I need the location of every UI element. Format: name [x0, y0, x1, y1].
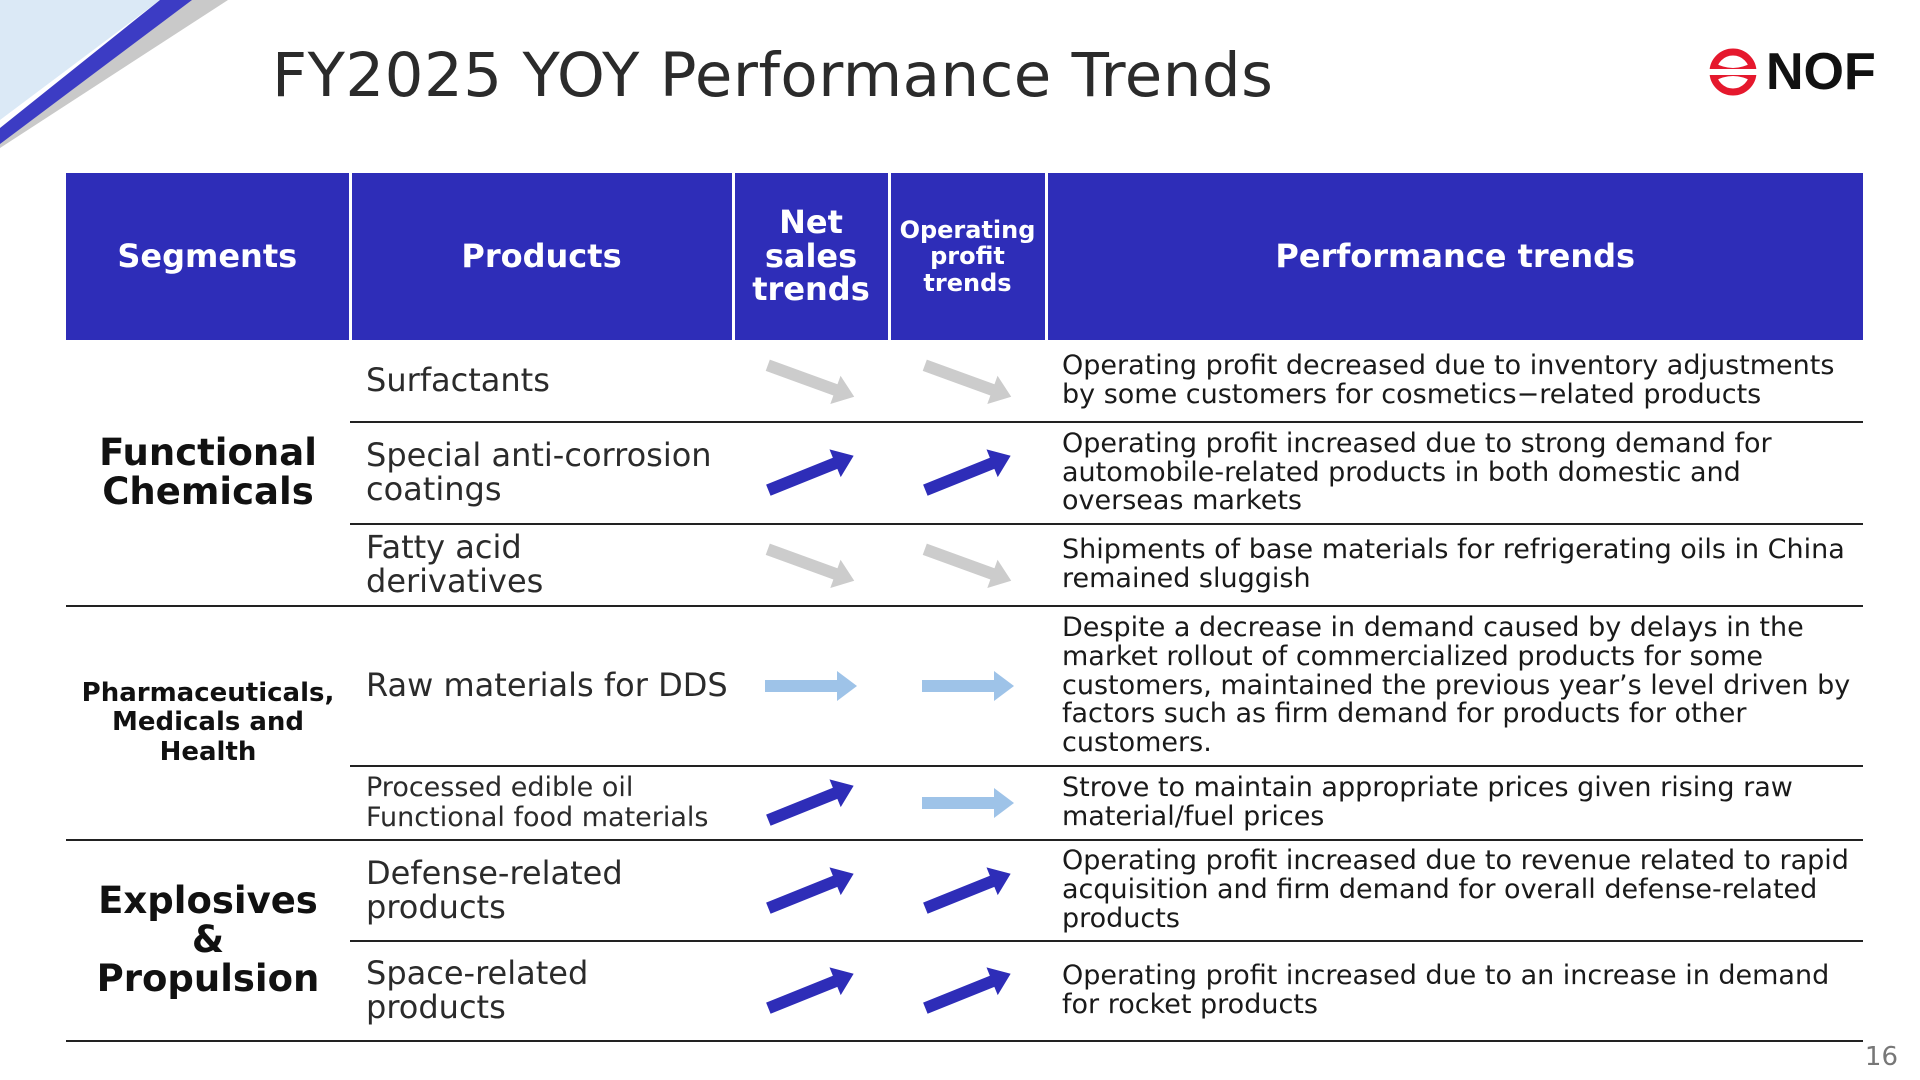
table-row: Fatty acid derivatives Shipments of base… — [66, 524, 1863, 607]
flat-arrow-icon — [921, 788, 1014, 818]
nof-logo-icon — [1708, 48, 1758, 96]
up-arrow-icon — [766, 449, 854, 496]
segment-functional-chemicals: Functional Chemicals — [66, 340, 350, 607]
performance-text: Operating profit decreased due to invent… — [1046, 340, 1863, 423]
performance-table: Segments Products Net sales trends Opera… — [66, 173, 1863, 1042]
up-arrow-icon — [922, 967, 1011, 1014]
up-arrow-icon — [766, 866, 854, 914]
page-number: 16 — [1864, 1042, 1898, 1072]
performance-text: Strove to maintain appropriate prices gi… — [1046, 766, 1863, 841]
product-cell: Surfactants — [350, 340, 733, 423]
product-cell: Defense-related products — [350, 840, 733, 942]
down-arrow-icon — [765, 359, 855, 404]
logo-text: NOF — [1766, 43, 1876, 101]
header-products: Products — [348, 173, 733, 340]
performance-text: Operating profit increased due to strong… — [1046, 422, 1863, 525]
product-cell: Fatty acid derivatives — [350, 524, 733, 607]
company-logo: NOF — [1708, 43, 1876, 101]
product-cell: Raw materials for DDS — [350, 606, 733, 767]
table-row: Space-related products Operating profit … — [66, 941, 1863, 1042]
operating-profit-trend — [889, 524, 1046, 607]
up-arrow-icon — [922, 449, 1011, 496]
flat-arrow-icon — [921, 671, 1014, 701]
up-arrow-icon — [922, 866, 1011, 914]
net-sales-trend — [733, 840, 889, 942]
table-row: Explosives & Propulsion Defense-related … — [66, 840, 1863, 1042]
performance-text: Shipments of base materials for refriger… — [1046, 524, 1863, 607]
table-row: Pharmaceuticals, Medicals and Health Raw… — [66, 606, 1863, 841]
corner-decoration — [0, 0, 228, 148]
operating-profit-trend — [889, 766, 1046, 841]
net-sales-trend — [733, 340, 889, 423]
page-title: FY2025 YOY Performance Trends — [272, 40, 1274, 111]
table-row: Processed edible oil Functional food mat… — [66, 766, 1863, 841]
net-sales-trend — [733, 524, 889, 607]
table-row: Functional Chemicals Surfactants Operati… — [66, 340, 1863, 607]
up-arrow-icon — [766, 967, 854, 1014]
operating-profit-trend — [889, 840, 1046, 942]
operating-profit-trend — [889, 340, 1046, 423]
operating-profit-trend — [889, 606, 1046, 767]
performance-text: Operating profit increased due to an inc… — [1046, 941, 1863, 1042]
header-net-sales: Net sales trends — [731, 173, 889, 340]
down-arrow-icon — [922, 359, 1011, 404]
product-cell: Processed edible oil Functional food mat… — [350, 766, 733, 841]
product-cell: Special anti-corrosion coatings — [350, 422, 733, 525]
up-arrow-icon — [766, 779, 854, 826]
segment-explosives-propulsion: Explosives & Propulsion — [66, 840, 350, 1042]
down-arrow-icon — [922, 543, 1011, 588]
net-sales-trend — [733, 766, 889, 841]
net-sales-trend — [733, 422, 889, 525]
header-segments: Segments — [66, 173, 350, 340]
performance-text: Operating profit increased due to revenu… — [1046, 840, 1863, 942]
table-header-row: Segments Products Net sales trends Opera… — [66, 173, 1863, 340]
product-cell: Space-related products — [350, 941, 733, 1042]
operating-profit-trend — [889, 941, 1046, 1042]
net-sales-trend — [733, 941, 889, 1042]
net-sales-trend — [733, 606, 889, 767]
segment-pharmaceuticals: Pharmaceuticals, Medicals and Health — [66, 606, 350, 841]
header-performance: Performance trends — [1044, 173, 1863, 340]
table-row: Special anti-corrosion coatings Operatin… — [66, 422, 1863, 525]
operating-profit-trend — [889, 422, 1046, 525]
down-arrow-icon — [765, 543, 855, 588]
flat-arrow-icon — [765, 671, 857, 701]
performance-text: Despite a decrease in demand caused by d… — [1046, 606, 1863, 767]
header-operating-profit: Operating profit trends — [887, 173, 1046, 340]
